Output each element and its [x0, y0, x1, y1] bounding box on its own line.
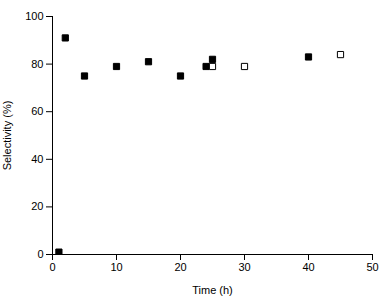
svg-text:Time (h): Time (h)	[192, 284, 233, 296]
svg-text:20: 20	[31, 200, 43, 212]
svg-text:0: 0	[49, 261, 55, 273]
svg-text:30: 30	[238, 261, 250, 273]
svg-text:Selectivity (%): Selectivity (%)	[1, 101, 13, 171]
svg-text:60: 60	[31, 105, 43, 117]
svg-text:40: 40	[31, 153, 43, 165]
svg-text:40: 40	[302, 261, 314, 273]
svg-text:80: 80	[31, 58, 43, 70]
svg-text:10: 10	[110, 261, 122, 273]
svg-text:0: 0	[37, 248, 43, 260]
svg-text:20: 20	[174, 261, 186, 273]
svg-text:100: 100	[25, 10, 43, 22]
svg-text:50: 50	[366, 261, 378, 273]
